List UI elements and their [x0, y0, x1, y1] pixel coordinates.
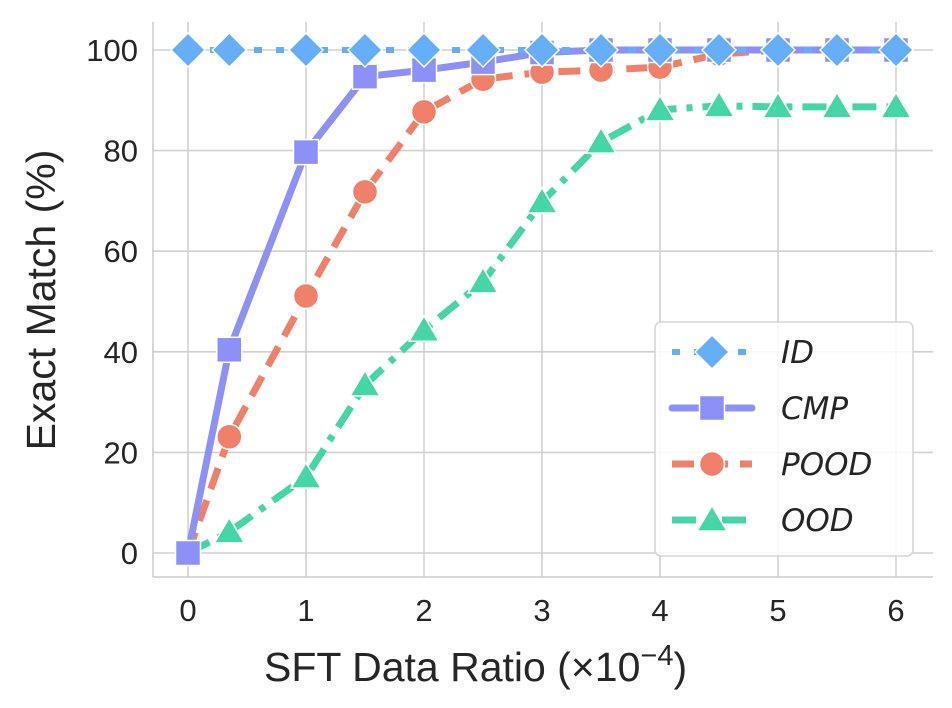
- data-point-id: [877, 31, 915, 69]
- legend-item-pood: POOD: [672, 447, 872, 483]
- x-tick-labels: 0 1 2 3 4 5 6: [179, 593, 904, 628]
- x-tick-label: 0: [179, 593, 196, 628]
- data-point-id: [759, 31, 797, 69]
- x-tick-label: 3: [533, 593, 550, 628]
- legend-label-pood: POOD: [781, 447, 872, 483]
- data-point-cmp: [216, 336, 243, 364]
- data-point-id: [818, 31, 856, 69]
- x-axis-label-exponent: −4: [640, 640, 673, 672]
- data-point-id: [169, 31, 207, 69]
- data-point-ood: [213, 516, 246, 544]
- x-axis-label-close: ): [673, 644, 687, 690]
- x-tick-label: 6: [887, 593, 904, 628]
- legend-label-ood: OOD: [781, 503, 854, 539]
- data-point-id: [641, 31, 679, 69]
- series-id: [169, 31, 915, 69]
- data-point-id: [523, 31, 561, 69]
- legend-label-cmp: CMP: [781, 391, 848, 427]
- x-axis-label: SFT Data Ratio (×10−4): [264, 640, 687, 690]
- data-point-ood: [702, 90, 736, 118]
- y-tick-label: 100: [86, 33, 138, 68]
- x-tick-label: 4: [651, 593, 668, 628]
- x-tick-label: 1: [297, 593, 314, 628]
- data-point-pood: [351, 178, 379, 206]
- legend-marker-pood: [698, 450, 726, 478]
- y-axis-label: Exact Match (%): [18, 150, 64, 451]
- data-point-pood: [292, 282, 320, 310]
- data-point-ood: [466, 266, 500, 294]
- data-point-id: [700, 31, 738, 69]
- data-point-id: [211, 31, 248, 69]
- data-point-id: [287, 31, 325, 69]
- legend: ID CMP POOD OOD: [654, 321, 914, 557]
- data-point-ood: [584, 126, 618, 154]
- data-point-cmp: [292, 138, 320, 166]
- y-tick-label: 40: [104, 335, 138, 370]
- x-tick-label: 5: [769, 593, 786, 628]
- y-tick-label: 60: [104, 234, 138, 269]
- y-tick-label: 80: [104, 134, 138, 169]
- legend-marker-ood: [695, 504, 729, 532]
- data-point-ood: [820, 91, 854, 119]
- data-point-ood: [407, 314, 441, 342]
- data-point-ood: [761, 91, 795, 119]
- legend-marker-cmp: [698, 394, 726, 422]
- legend-item-ood: OOD: [672, 503, 854, 539]
- data-point-pood: [410, 98, 438, 126]
- data-point-ood: [643, 94, 677, 122]
- data-point-id: [582, 31, 620, 69]
- legend-label-id: ID: [781, 335, 814, 371]
- y-tick-label: 0: [121, 536, 138, 571]
- series-ood: [171, 90, 913, 565]
- legend-item-id: ID: [672, 333, 814, 371]
- legend-item-cmp: CMP: [668, 391, 848, 427]
- x-axis-label-main: SFT Data Ratio (×10: [264, 644, 640, 690]
- data-point-ood: [525, 186, 559, 214]
- y-tick-labels: 0 20 40 60 80 100: [86, 33, 138, 571]
- data-point-id: [464, 31, 502, 69]
- data-point-ood: [348, 369, 382, 397]
- series-layer: [169, 31, 915, 567]
- data-point-cmp: [174, 539, 202, 567]
- legend-frame: [654, 321, 914, 557]
- y-tick-label: 20: [104, 435, 138, 470]
- data-point-ood: [879, 91, 913, 119]
- data-point-pood: [216, 423, 243, 451]
- data-point-id: [346, 31, 384, 69]
- data-point-id: [405, 31, 443, 69]
- legend-marker-id: [693, 333, 731, 371]
- data-point-ood: [289, 461, 323, 489]
- x-tick-label: 2: [415, 593, 432, 628]
